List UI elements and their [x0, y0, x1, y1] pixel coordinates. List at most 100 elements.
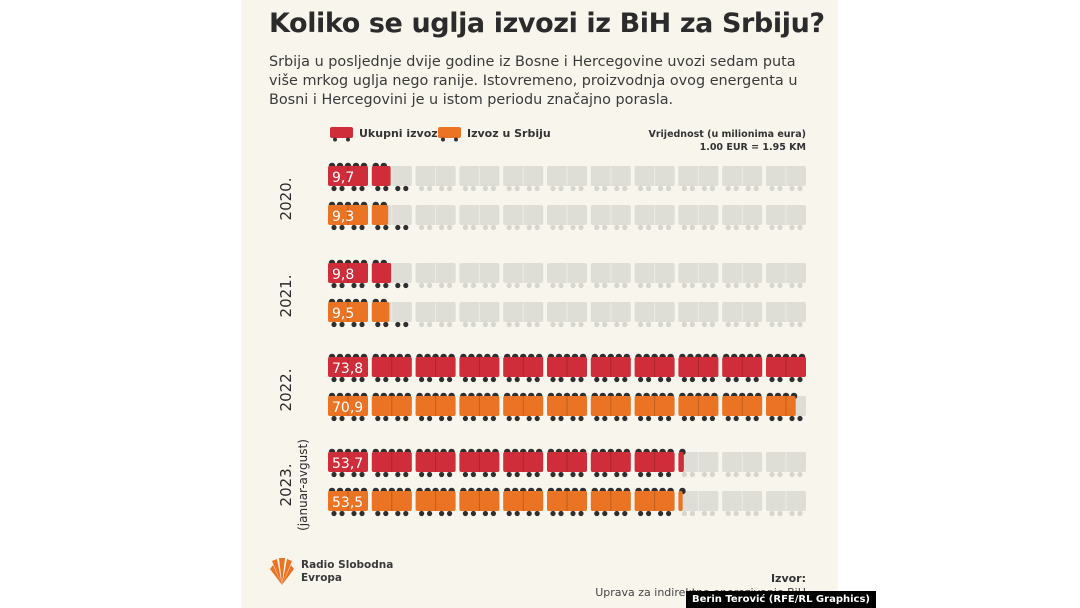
wagon-wheel: [689, 185, 695, 192]
wagon-icon: [459, 263, 500, 289]
wagon-icon: [766, 302, 806, 328]
wagon-row: [328, 487, 806, 517]
wagon-wheel: [558, 471, 564, 478]
wagon-wheel: [753, 376, 759, 383]
wagon-wheel: [578, 415, 584, 422]
wagon-wheel: [614, 321, 620, 328]
wagon-body-filled: [634, 491, 675, 511]
wagon-body-filled: [328, 205, 368, 225]
wagon-wheel: [594, 471, 600, 478]
wagon-icon: [590, 302, 631, 328]
coal-wagon-icon: [438, 127, 461, 142]
wagon-wheel: [646, 185, 652, 192]
wagon-icon: [503, 448, 544, 478]
wagon-wheel: [470, 321, 476, 328]
wagon-wheel: [339, 224, 345, 231]
wagon-wheel: [331, 415, 337, 422]
wagon-body-filled: [722, 357, 763, 377]
wagon-wheel: [506, 510, 512, 517]
wagon-wheel: [470, 282, 476, 289]
wagon-icon: [328, 201, 368, 231]
wagon-wheel: [701, 224, 707, 231]
wagon-body-filled: [547, 357, 587, 377]
wagon-body-filled: [503, 396, 544, 416]
wagon-wheel: [427, 185, 433, 192]
wagon-wheel: [681, 224, 687, 231]
wagon-icon: [678, 205, 719, 231]
wagon-wheel: [427, 224, 433, 231]
wagon-wheel: [753, 471, 759, 478]
wagon-wheel: [462, 376, 468, 383]
wagon-wheel: [403, 321, 409, 328]
wagon-body-filled: [328, 166, 368, 186]
wagon-body-filled: [328, 452, 368, 472]
wagon-wheel: [689, 321, 695, 328]
wagon-icon: [634, 302, 675, 328]
wagon-wheel: [427, 510, 433, 517]
wagon-wheel: [797, 510, 803, 517]
year-label: 2020.: [277, 178, 295, 221]
wagon-wheel: [789, 471, 795, 478]
wagon-wheel: [681, 185, 687, 192]
wagon-row: [328, 259, 806, 289]
wagon-wheel: [439, 510, 445, 517]
wagon-wheel: [375, 321, 381, 328]
wagon-icon: [371, 448, 412, 478]
wagon-wheel: [550, 376, 556, 383]
wagon-body-filled: [459, 396, 500, 416]
wagon-wheel: [447, 185, 453, 192]
wagon-wheel: [331, 471, 337, 478]
wagon-wheel: [753, 510, 759, 517]
wagon-wheel: [375, 185, 381, 192]
wagon-wheel: [339, 185, 345, 192]
wagon-wheel: [331, 510, 337, 517]
wagon-wheel: [622, 224, 628, 231]
wagon-wheel: [797, 415, 803, 422]
wagon-wheel: [658, 376, 664, 383]
wagon-icon: [371, 487, 412, 517]
wagon-icon: [547, 353, 587, 383]
wagon-body-filled: [678, 452, 684, 472]
wagon-wheel: [506, 415, 512, 422]
wagon-wheel: [578, 321, 584, 328]
legend-item-total: Ukupni izvoz: [329, 125, 438, 142]
wagon-wheel: [709, 510, 715, 517]
wagon-wheel: [622, 185, 628, 192]
wagon-wheel: [359, 224, 365, 231]
wagon-wheel: [427, 282, 433, 289]
wagon-wheel: [462, 510, 468, 517]
wagon-wheel: [594, 282, 600, 289]
wagon-icon: [634, 205, 675, 231]
wagon-wheel: [570, 471, 576, 478]
rse-fan-logo: [270, 558, 294, 585]
wagon-wheel: [339, 510, 345, 517]
wagon-icon: [547, 263, 587, 289]
wagon-wheel: [701, 471, 707, 478]
wagon-body-filled: [328, 302, 368, 322]
wagon-icon: [547, 392, 587, 422]
wagon-wheel: [339, 471, 345, 478]
wagon-wheel: [681, 321, 687, 328]
wagon-wheel: [339, 282, 345, 289]
wagon-wheel: [359, 510, 365, 517]
wagon-wheel: [638, 471, 644, 478]
wagon-wheel: [506, 224, 512, 231]
wagon-wheel: [351, 224, 357, 231]
wagon-wheel: [666, 185, 672, 192]
wagon-wheel: [745, 321, 751, 328]
wagon-wheel: [470, 224, 476, 231]
wagon-wheel: [777, 224, 783, 231]
wagon-icon: [459, 487, 500, 517]
wagon-wheel: [789, 185, 795, 192]
wagon-icon: [415, 353, 456, 383]
wagon-body-filled: [678, 491, 683, 511]
wagon-wheel: [733, 510, 739, 517]
wagon-wheel: [570, 282, 576, 289]
wagon-wheel: [646, 471, 652, 478]
year-label: 2021.: [277, 275, 295, 318]
wagon-icon: [459, 166, 500, 192]
wagon-icon: [459, 392, 500, 422]
wagon-wheel: [658, 321, 664, 328]
legend-label-serbia: Izvoz u Srbiju: [467, 127, 551, 140]
wagon-wheel: [622, 471, 628, 478]
